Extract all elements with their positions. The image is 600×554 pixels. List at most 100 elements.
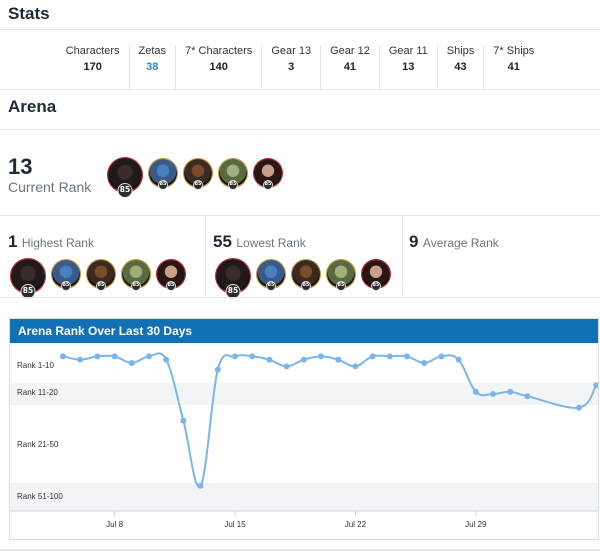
- divider: [402, 216, 403, 296]
- jedi-master-icon[interactable]: 85: [122, 260, 150, 291]
- level-badge: 85: [193, 180, 203, 190]
- stat-value[interactable]: 38: [146, 61, 159, 73]
- divider: [0, 297, 600, 298]
- x-tick-label: Jul 29: [465, 520, 487, 529]
- data-point: [77, 356, 84, 363]
- data-point: [60, 353, 66, 360]
- level-badge: 85: [225, 284, 241, 299]
- stat-value: 13: [402, 61, 415, 73]
- current-rank-value: 13: [8, 154, 33, 179]
- data-point: [369, 353, 376, 360]
- current-rank-label: Current Rank: [8, 179, 92, 195]
- data-point: [94, 353, 101, 360]
- stat-value: 140: [209, 61, 228, 73]
- level-badge: 85: [371, 281, 381, 291]
- data-point: [266, 356, 273, 363]
- level-badge: 85: [61, 281, 71, 291]
- level-badge: 85: [131, 281, 141, 291]
- stats-title: Stats: [0, 0, 600, 30]
- band-background: [10, 483, 598, 511]
- jedi-master-icon[interactable]: 85: [327, 260, 355, 291]
- level-badge: 85: [263, 180, 273, 190]
- data-point: [197, 482, 204, 489]
- data-point: [163, 356, 170, 363]
- stat-7star-ships[interactable]: 7* Ships 41: [484, 45, 543, 89]
- x-tick-label: Jul 8: [106, 520, 123, 529]
- average-rank-label: Average Rank: [422, 236, 499, 250]
- stat-gear-11[interactable]: Gear 11 13: [380, 45, 438, 89]
- stat-label: Ships: [446, 45, 475, 57]
- data-point: [232, 353, 238, 360]
- stat-value: 41: [343, 61, 357, 73]
- x-tick-label: Jul 15: [224, 520, 246, 529]
- arena-title: Arena: [8, 97, 57, 116]
- stat-characters[interactable]: Characters 170: [57, 45, 130, 89]
- current-rank-block: 13 Current Rank: [8, 154, 92, 196]
- stat-value: 170: [83, 61, 102, 73]
- data-point: [146, 353, 152, 360]
- divider: [0, 129, 600, 130]
- stat-zetas[interactable]: Zetas 38: [130, 45, 177, 89]
- data-point: [593, 382, 600, 389]
- sith-lord-icon[interactable]: 85: [11, 259, 45, 299]
- data-point: [352, 363, 359, 370]
- dark-warrior-icon[interactable]: 85: [292, 260, 320, 291]
- rebel-soldier-icon[interactable]: 85: [257, 260, 285, 291]
- level-badge: 85: [158, 180, 168, 190]
- y-band-label: Rank 11-20: [17, 388, 58, 397]
- stat-label: 7* Ships: [493, 45, 535, 57]
- stat-value: 41: [507, 61, 520, 73]
- stat-gear-13[interactable]: Gear 13 3: [262, 45, 322, 89]
- data-point: [490, 391, 496, 397]
- level-badge: 85: [336, 281, 346, 291]
- data-point: [318, 353, 324, 360]
- level-badge: 85: [20, 284, 36, 299]
- level-badge: 85: [228, 180, 238, 190]
- sith-apprentice-icon[interactable]: 85: [362, 260, 390, 291]
- stat-label: Characters: [65, 45, 120, 57]
- sith-lord-icon[interactable]: 85: [216, 259, 250, 299]
- level-badge: 85: [266, 281, 276, 291]
- chart-title: Arena Rank Over Last 30 Days: [10, 319, 598, 343]
- arena-rank-chart: Arena Rank Over Last 30 Days Rank 1-10 Ra…: [9, 318, 600, 540]
- data-point: [386, 353, 393, 360]
- lowest-rank-value: 55: [213, 232, 232, 251]
- level-badge: 85: [117, 183, 133, 198]
- stat-value: 43: [454, 61, 467, 73]
- sith-apprentice-icon[interactable]: 85: [254, 159, 282, 190]
- average-rank-block: 9 Average Rank: [409, 232, 499, 252]
- rebel-soldier-icon[interactable]: 85: [52, 260, 80, 291]
- stat-ships[interactable]: Ships 43: [438, 45, 485, 89]
- lowest-rank-label: Lowest Rank: [236, 236, 306, 250]
- stat-value: 3: [288, 61, 295, 73]
- stat-label: Gear 11: [388, 45, 428, 57]
- data-point: [438, 353, 445, 360]
- divider: [205, 216, 206, 296]
- band-background: [10, 383, 598, 405]
- stat-7star-characters[interactable]: 7* Characters 140: [176, 45, 263, 89]
- highest-rank-label: Highest Rank: [21, 236, 94, 250]
- data-point: [576, 404, 582, 411]
- data-point: [283, 363, 290, 370]
- divider: [0, 549, 600, 551]
- jedi-master-icon[interactable]: 85: [219, 159, 247, 190]
- data-point: [455, 356, 462, 363]
- divider: [0, 215, 600, 216]
- sith-lord-icon[interactable]: 85: [108, 158, 142, 198]
- stat-label: Gear 12: [330, 45, 370, 57]
- level-badge: 85: [96, 281, 106, 291]
- data-point: [249, 353, 256, 360]
- stat-gear-12[interactable]: Gear 12 41: [321, 45, 380, 89]
- data-point: [111, 353, 118, 360]
- stats-row: Characters 170 Zetas 38 7* Characters 14…: [0, 30, 600, 90]
- chart-plot: Rank 1-10 Rank 11-20 Rank 21-50 Rank 51-100…: [10, 352, 600, 529]
- rebel-soldier-icon[interactable]: 85: [149, 159, 177, 190]
- dark-warrior-icon[interactable]: 85: [87, 260, 115, 291]
- stat-label: Gear 13: [271, 45, 312, 57]
- sith-apprentice-icon[interactable]: 85: [157, 260, 185, 291]
- dark-warrior-icon[interactable]: 85: [184, 159, 212, 190]
- average-rank-value: 9: [409, 232, 419, 251]
- data-point: [524, 393, 531, 400]
- level-badge: 85: [301, 281, 311, 291]
- level-badge: 85: [166, 281, 176, 291]
